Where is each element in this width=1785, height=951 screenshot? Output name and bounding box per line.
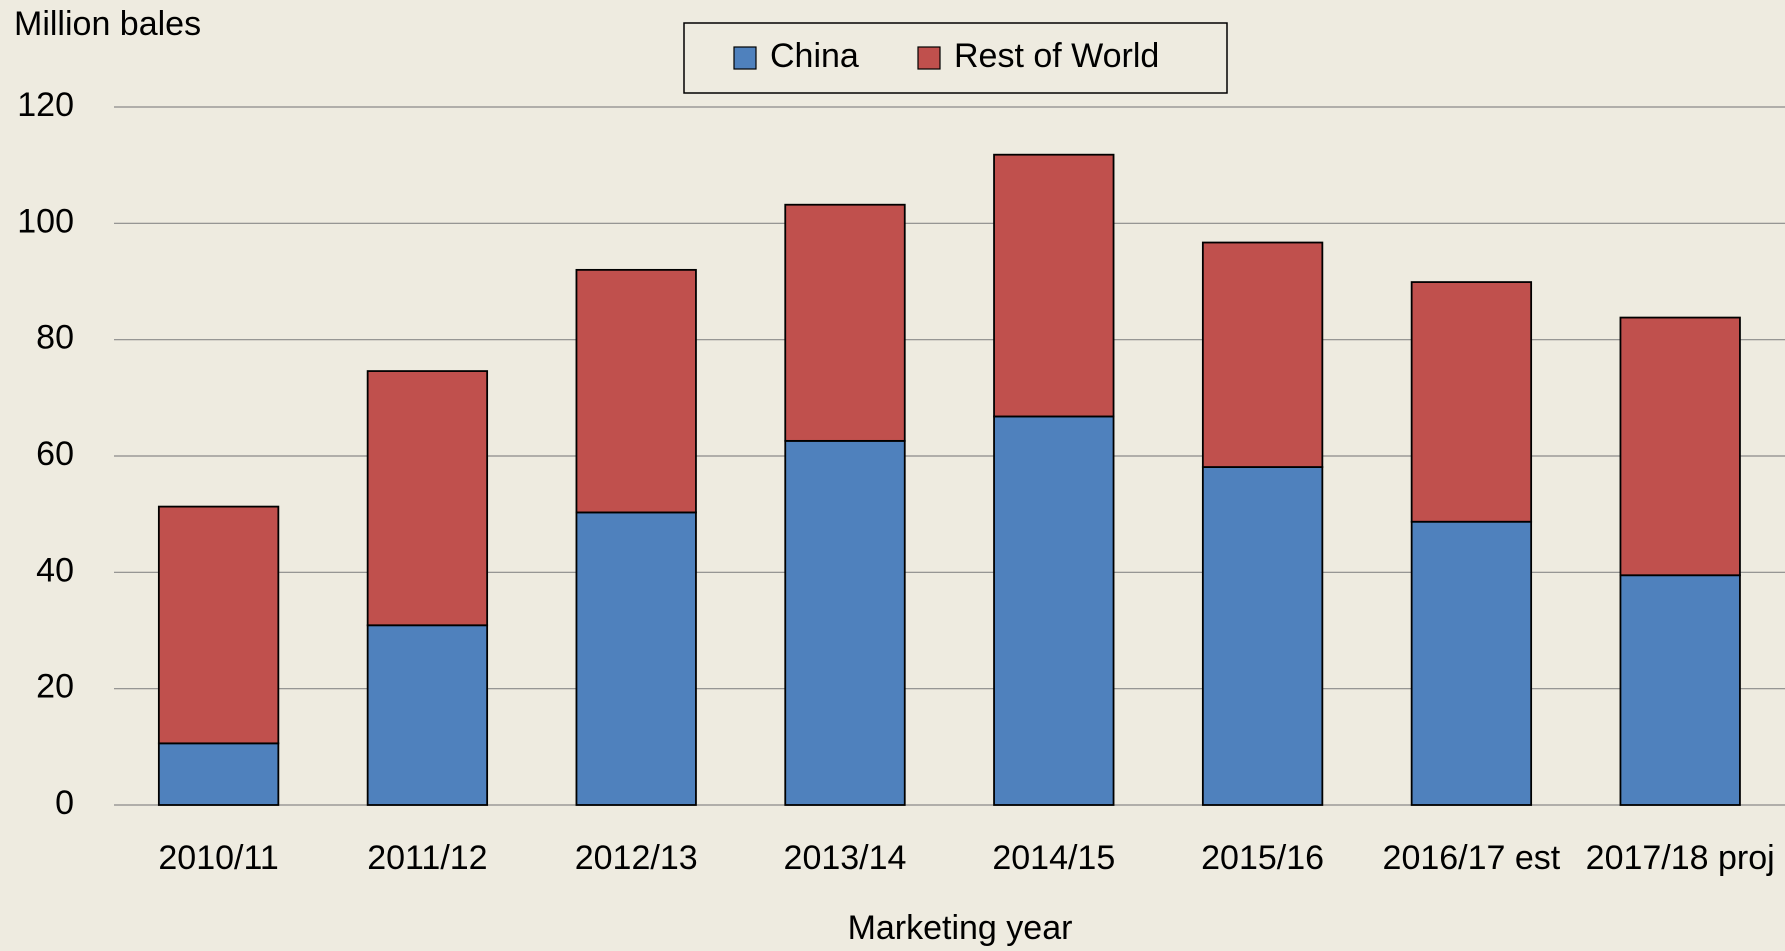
y-tick-label: 60	[36, 435, 74, 473]
bar-segment	[1619, 574, 1741, 806]
y-tick-label: 0	[55, 784, 74, 822]
legend-label: Rest of World	[954, 37, 1159, 75]
bar-segment	[784, 439, 906, 806]
bar-segment	[157, 742, 280, 806]
y-tick-label: 100	[17, 202, 74, 240]
bar-segment	[1201, 466, 1324, 806]
bar-segment	[993, 415, 1115, 806]
x-tick-label: 2014/15	[992, 839, 1115, 877]
bar-segment	[1619, 316, 1741, 577]
x-tick-label: 2016/17 est	[1383, 839, 1561, 877]
y-tick-label: 120	[17, 86, 74, 124]
bar-segment	[1410, 520, 1533, 806]
legend-box	[683, 22, 1228, 94]
y-tick-label: 40	[36, 551, 74, 589]
legend-swatch	[917, 46, 941, 70]
x-axis-label: Marketing year	[848, 909, 1073, 947]
y-tick-label: 20	[36, 668, 74, 706]
bar-segment	[784, 203, 906, 442]
bar-segment	[575, 511, 697, 806]
bar-segment	[157, 505, 280, 745]
x-tick-label: 2012/13	[575, 839, 698, 877]
x-tick-label: 2013/14	[784, 839, 907, 877]
legend-swatch	[733, 46, 757, 70]
bar-segment	[366, 370, 489, 627]
bar-segment	[366, 624, 489, 806]
x-tick-label: 2011/12	[367, 839, 487, 877]
bar-segment	[993, 153, 1115, 418]
y-tick-label: 80	[36, 319, 74, 357]
x-tick-label: 2015/16	[1201, 839, 1324, 877]
bar-segment	[1201, 241, 1324, 468]
bar-segment	[575, 268, 697, 514]
y-axis-label: Million bales	[14, 5, 201, 43]
bar-segment	[1410, 281, 1533, 523]
x-tick-label: 2017/18 proj	[1586, 839, 1775, 877]
x-tick-label: 2010/11	[158, 839, 278, 877]
legend-label: China	[770, 37, 859, 75]
